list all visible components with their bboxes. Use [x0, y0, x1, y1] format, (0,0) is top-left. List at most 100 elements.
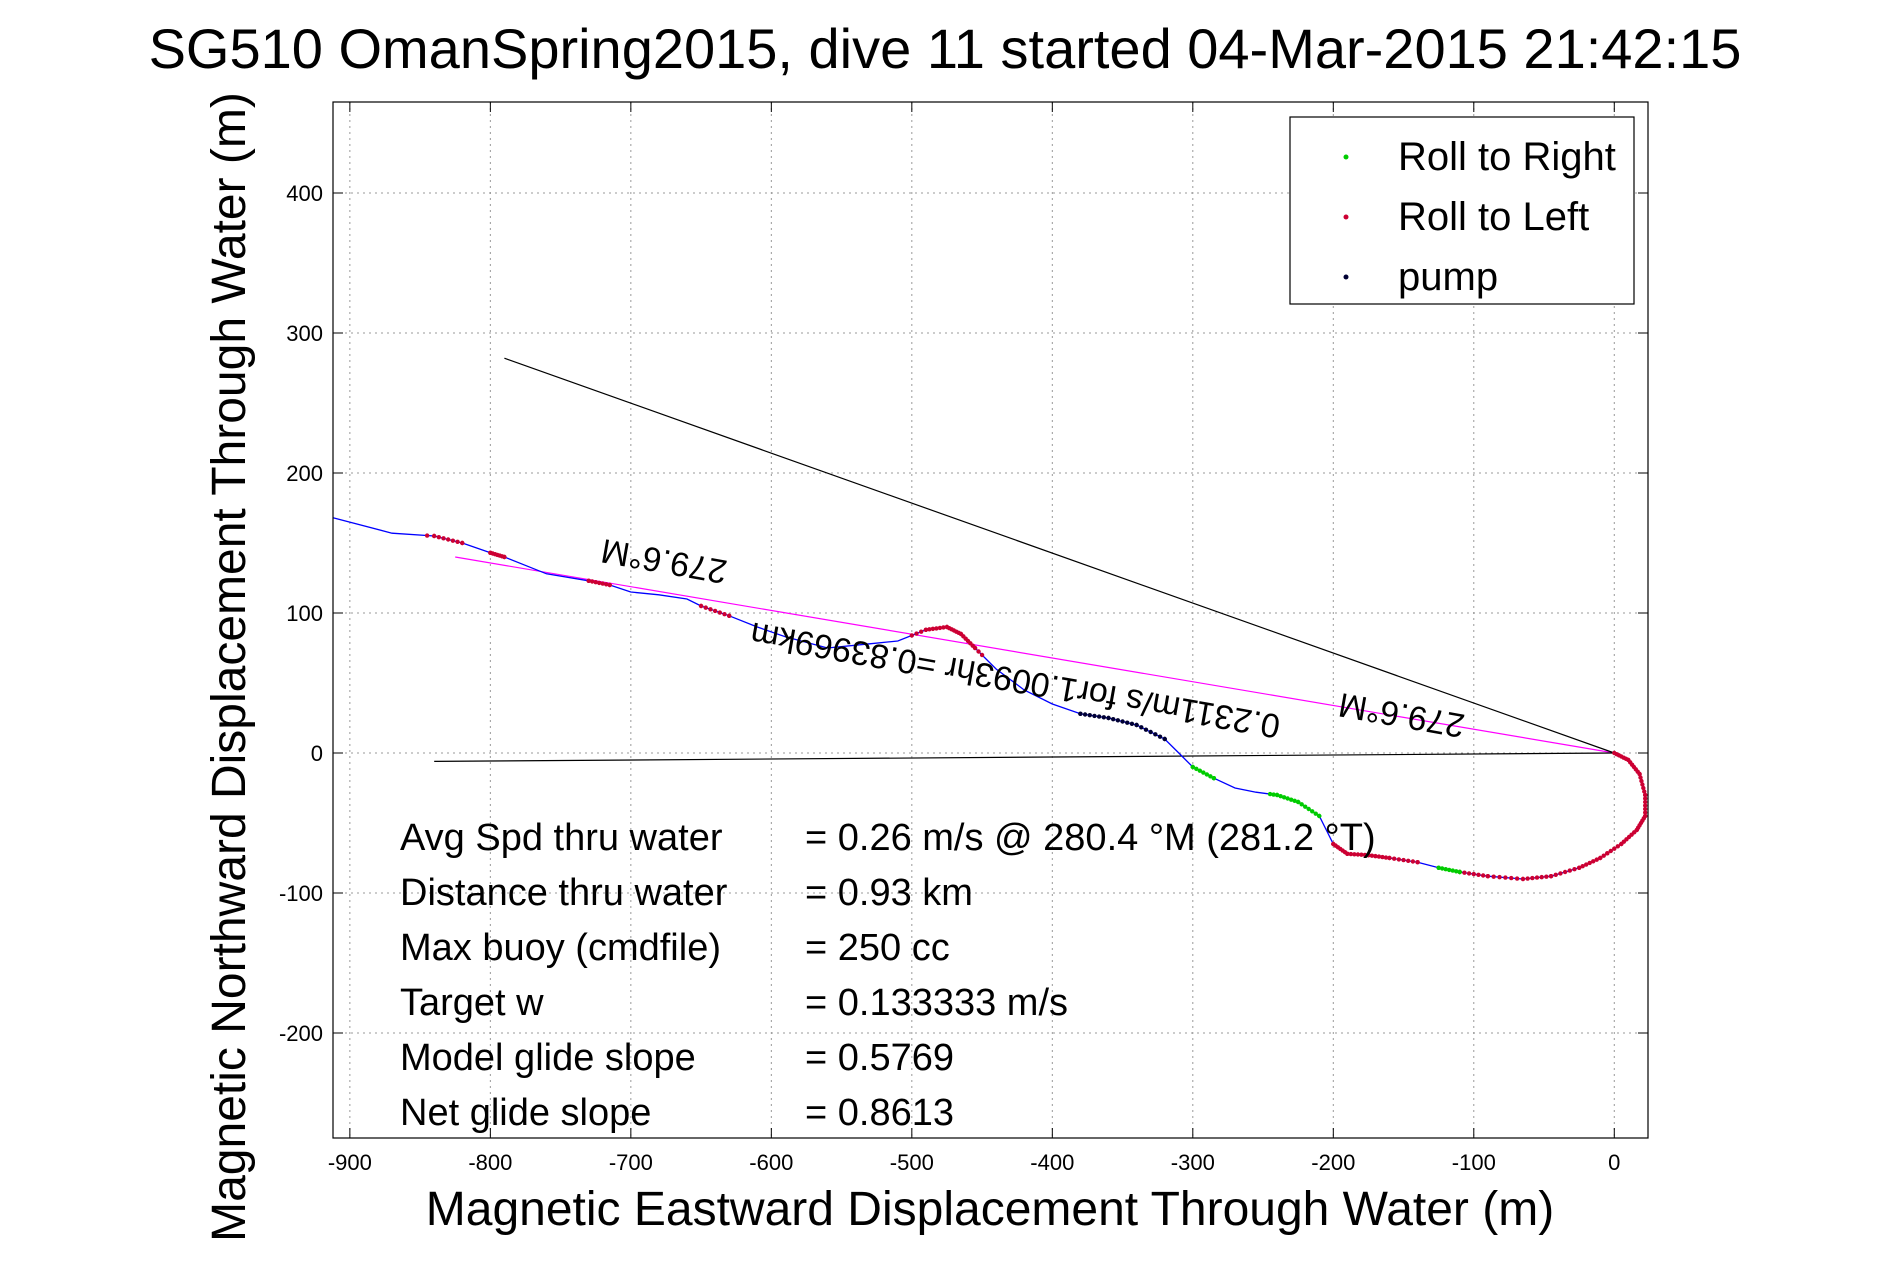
track-marker — [1637, 771, 1642, 777]
track-marker — [1197, 768, 1203, 773]
track-marker — [1462, 870, 1467, 875]
track-marker — [1306, 806, 1311, 812]
track-marker — [1497, 874, 1502, 880]
track-marker — [1562, 869, 1568, 875]
track-marker — [1134, 722, 1139, 728]
legend-label: Roll to Right — [1398, 135, 1616, 179]
stats-value: = 0.133333 m/s — [805, 982, 1068, 1024]
x-tick-label: -400 — [1030, 1150, 1074, 1175]
track-marker — [1591, 859, 1596, 864]
track-marker — [1380, 854, 1385, 860]
track-marker — [1162, 736, 1167, 742]
track-marker — [1396, 857, 1402, 862]
track-marker — [1485, 874, 1491, 879]
track-marker — [976, 649, 981, 654]
stats-label: Net glide slope — [400, 1092, 651, 1134]
track-marker — [1387, 855, 1392, 861]
track-marker — [586, 578, 591, 583]
track-marker — [1436, 865, 1441, 870]
legend: Roll to Right Roll to Left pump — [1289, 116, 1635, 305]
track-marker — [1096, 714, 1102, 719]
track-marker — [1125, 720, 1130, 725]
track-marker — [1355, 852, 1361, 857]
x-tick-label: -100 — [1452, 1150, 1496, 1175]
track-marker — [909, 633, 915, 638]
track-marker — [593, 580, 598, 585]
x-tick-label: -800 — [468, 1150, 512, 1175]
track-marker — [1317, 813, 1322, 819]
y-tick-label: 0 — [311, 741, 323, 766]
stats-value: = 0.5769 — [805, 1037, 954, 1079]
track-marker — [1106, 715, 1111, 721]
track-marker — [1303, 804, 1308, 809]
track-marker — [1373, 853, 1378, 859]
track-marker — [944, 624, 950, 630]
track-marker — [1544, 874, 1549, 879]
track-marker — [698, 603, 704, 609]
track-marker — [1466, 871, 1472, 876]
track-marker — [1642, 803, 1648, 808]
track-marker — [1087, 713, 1092, 718]
y-tick-label: -100 — [279, 881, 323, 906]
legend-box — [1289, 116, 1635, 305]
track-marker — [1642, 796, 1648, 801]
track-marker — [1576, 865, 1582, 870]
track-marker — [1271, 792, 1276, 797]
track-marker — [1641, 785, 1646, 791]
track-marker — [1457, 869, 1462, 875]
y-tick-label: -200 — [279, 1021, 323, 1046]
track-marker — [914, 631, 919, 636]
track-marker — [1580, 863, 1585, 869]
track-marker — [1447, 867, 1452, 873]
track-marker — [1143, 727, 1149, 732]
track-marker — [1439, 866, 1445, 871]
track-marker — [1201, 770, 1206, 775]
track-marker — [1267, 791, 1273, 797]
track-marker — [1642, 789, 1647, 794]
track-marker — [1642, 810, 1648, 815]
track-marker — [1520, 876, 1526, 882]
y-axis-label: Magnetic Northward Displacement Through … — [203, 92, 256, 1242]
track-marker — [1153, 732, 1158, 737]
track-marker — [1078, 711, 1083, 716]
track-marker — [1376, 854, 1382, 859]
track-marker — [1642, 799, 1648, 805]
x-tick-label: -200 — [1311, 1150, 1355, 1175]
track-marker — [1313, 811, 1318, 816]
track-markers — [424, 533, 1648, 882]
stats-value: = 0.93 km — [805, 872, 973, 914]
track-marker — [1598, 855, 1603, 861]
track-marker — [1310, 809, 1315, 814]
track-marker — [1548, 874, 1554, 879]
track-marker — [597, 580, 602, 586]
track-marker — [934, 626, 939, 631]
track-marker — [1157, 734, 1163, 739]
track-marker — [455, 539, 460, 545]
track-marker — [441, 536, 446, 541]
track-marker — [1110, 716, 1116, 722]
stats-value: = 250 cc — [805, 927, 950, 969]
track-marker — [1331, 841, 1336, 847]
x-axis-label: Magnetic Eastward Displacement Through W… — [426, 1183, 1554, 1236]
track-marker — [1274, 792, 1280, 798]
x-tick-label: 0 — [1608, 1150, 1620, 1175]
track-marker — [918, 629, 924, 634]
track-marker — [1285, 796, 1290, 801]
track-marker — [1443, 867, 1448, 872]
track-marker — [488, 550, 493, 555]
track-marker — [1139, 725, 1144, 730]
track-marker — [1638, 775, 1643, 780]
track-marker — [1281, 795, 1287, 800]
track-marker — [1503, 875, 1508, 880]
series-line-heading-line — [455, 556, 1615, 754]
stats-value: = 0.8613 — [805, 1092, 954, 1134]
track-marker — [1450, 868, 1455, 873]
track-marker — [1567, 868, 1572, 873]
track-marker — [722, 611, 727, 617]
track-marker — [1406, 858, 1411, 863]
track-marker — [1278, 793, 1283, 799]
y-tick-label: 100 — [286, 601, 323, 626]
grid — [333, 102, 1648, 1138]
series-line-reference-line-upper — [504, 357, 1615, 754]
